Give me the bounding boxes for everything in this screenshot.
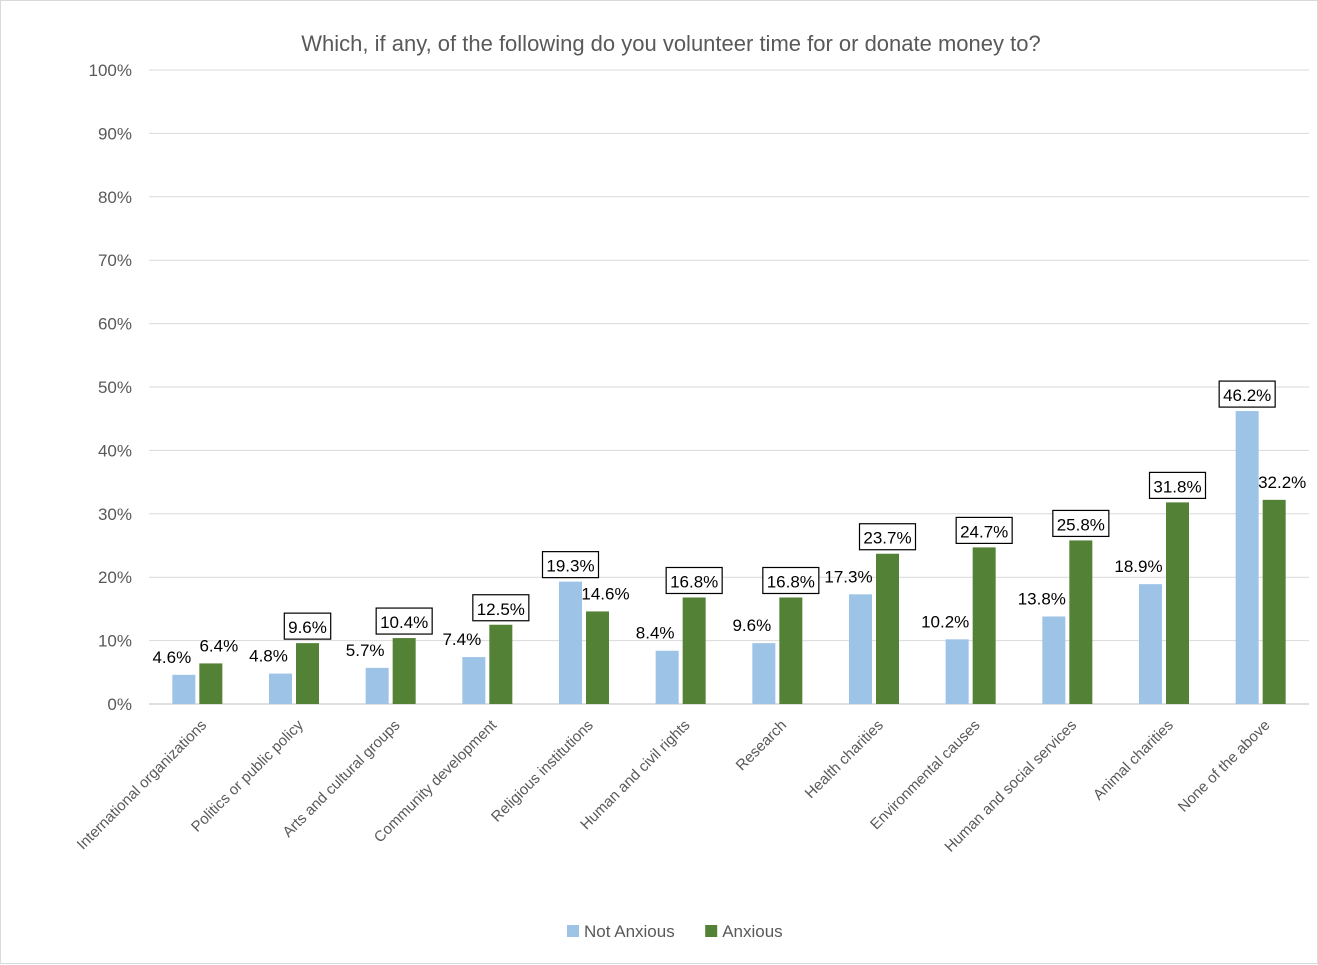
data-label: 10.2%: [921, 612, 969, 631]
bar-not-anxious: [269, 673, 292, 704]
bar-not-anxious: [752, 643, 776, 704]
legend-swatch: [705, 925, 718, 937]
category-label: International organizations: [74, 717, 210, 853]
bar-not-anxious: [462, 657, 486, 704]
bar-anxious: [876, 553, 899, 704]
category-label: Research: [733, 717, 790, 774]
category-label: None of the above: [1175, 717, 1274, 816]
data-label: 8.4%: [636, 624, 675, 643]
data-label-box: [665, 566, 723, 595]
data-label: 12.5%: [477, 600, 525, 619]
y-tick-label: 30%: [98, 505, 132, 524]
y-tick-label: 70%: [98, 251, 132, 270]
data-label: 5.7%: [346, 641, 385, 660]
data-label: 23.7%: [863, 529, 911, 548]
data-label: 18.9%: [1114, 557, 1162, 576]
y-tick-label: 50%: [98, 378, 132, 397]
data-label: 14.6%: [581, 584, 629, 603]
bar-not-anxious: [655, 650, 679, 704]
data-label: 24.7%: [960, 522, 1008, 541]
bar-anxious: [972, 547, 996, 704]
data-labels: 4.6%6.4%4.8%9.6%5.7%10.4%7.4%12.5%19.3%1…: [152, 380, 1306, 667]
bar-not-anxious: [849, 594, 872, 704]
data-label: 16.8%: [767, 572, 815, 591]
data-label: 16.8%: [670, 572, 718, 591]
y-tick-label: 10%: [98, 632, 132, 651]
bar-anxious: [586, 611, 609, 704]
y-tick-label: 40%: [98, 441, 132, 460]
category-label: Environmental causes: [867, 717, 983, 833]
legend: Not Anxious Anxious: [567, 922, 783, 941]
bar-not-anxious: [1235, 411, 1259, 704]
data-label-box: [472, 594, 530, 622]
bar-not-anxious: [559, 581, 582, 704]
data-label-box: [858, 523, 917, 551]
bar-not-anxious: [172, 674, 196, 704]
data-label-box: [1148, 471, 1207, 499]
data-label: 32.2%: [1258, 473, 1306, 492]
bar-anxious: [296, 643, 319, 704]
data-label: 6.4%: [199, 636, 238, 655]
y-tick-label: 20%: [98, 568, 132, 587]
data-label: 9.6%: [288, 618, 327, 637]
data-label: 7.4%: [442, 630, 481, 649]
data-label: 17.3%: [824, 567, 872, 586]
chart-title: Which, if any, of the following do you v…: [301, 31, 1040, 56]
bar-anxious: [1069, 540, 1093, 704]
data-label-box: [1052, 509, 1110, 538]
bar-not-anxious: [945, 639, 969, 704]
y-tick-label: 100%: [89, 61, 132, 80]
data-label: 25.8%: [1057, 515, 1105, 534]
y-axis-ticks: 0% 10% 20% 30% 40% 50% 60% 70% 80% 90% 100%: [89, 61, 132, 714]
data-label-box: [541, 551, 600, 579]
bar-anxious: [489, 624, 513, 704]
legend-label: Anxious: [722, 922, 782, 941]
category-label: Health charities: [802, 717, 887, 802]
bar-anxious: [392, 638, 416, 704]
bar-not-anxious: [1139, 584, 1162, 704]
bar-not-anxious: [365, 667, 389, 704]
bar-anxious: [779, 597, 803, 704]
bar-anxious: [682, 597, 706, 704]
data-label-box: [762, 566, 820, 595]
category-label: Human and civil rights: [577, 717, 693, 833]
legend-swatch: [567, 925, 579, 937]
data-label-box: [955, 516, 1013, 545]
bar-anxious: [1166, 502, 1189, 704]
data-label-box: [375, 607, 433, 635]
bar-anxious: [1262, 499, 1286, 704]
category-label: Religious institutions: [488, 717, 597, 826]
bars: [172, 411, 1286, 704]
data-label: 19.3%: [546, 557, 594, 576]
gridlines: [149, 69, 1309, 705]
data-label: 4.8%: [249, 647, 288, 666]
data-label: 13.8%: [1018, 590, 1066, 609]
data-label: 4.6%: [152, 648, 191, 667]
bar-not-anxious: [1042, 616, 1066, 704]
y-tick-label: 0%: [107, 695, 132, 714]
data-label-box: [1218, 380, 1276, 408]
y-tick-label: 60%: [98, 315, 132, 334]
category-label: Animal charities: [1090, 717, 1177, 804]
bar-anxious: [199, 663, 223, 704]
data-label: 46.2%: [1223, 386, 1271, 405]
y-tick-label: 80%: [98, 188, 132, 207]
data-label: 31.8%: [1153, 477, 1201, 496]
data-label: 9.6%: [732, 616, 771, 635]
data-label-box: [283, 612, 332, 640]
legend-label: Not Anxious: [584, 922, 675, 941]
data-label: 10.4%: [380, 613, 428, 632]
y-tick-label: 90%: [98, 124, 132, 143]
